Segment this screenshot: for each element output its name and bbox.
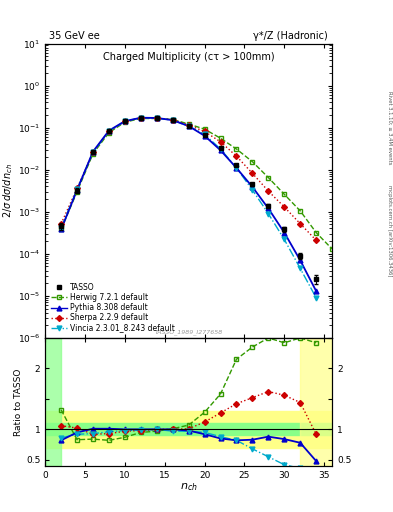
- Text: TASSO_1989_I277658: TASSO_1989_I277658: [154, 329, 223, 335]
- Legend: TASSO, Herwig 7.2.1 default, Pythia 8.308 default, Sherpa 2.2.9 default, Vincia : TASSO, Herwig 7.2.1 default, Pythia 8.30…: [49, 282, 177, 334]
- Y-axis label: $2/\sigma\, d\sigma/dn_{ch}$: $2/\sigma\, d\sigma/dn_{ch}$: [1, 163, 15, 218]
- Y-axis label: Ratio to TASSO: Ratio to TASSO: [14, 368, 23, 436]
- Text: mcplots.cern.ch [arXiv:1306.3436]: mcplots.cern.ch [arXiv:1306.3436]: [387, 185, 392, 276]
- Text: Charged Multiplicity (cτ > 100mm): Charged Multiplicity (cτ > 100mm): [103, 52, 274, 62]
- Text: γ*/Z (Hadronic): γ*/Z (Hadronic): [253, 31, 328, 41]
- Text: 35 GeV ee: 35 GeV ee: [49, 31, 100, 41]
- X-axis label: $n_{ch}$: $n_{ch}$: [180, 481, 198, 493]
- Text: Rivet 3.1.10; ≥ 3.4M events: Rivet 3.1.10; ≥ 3.4M events: [387, 91, 392, 165]
